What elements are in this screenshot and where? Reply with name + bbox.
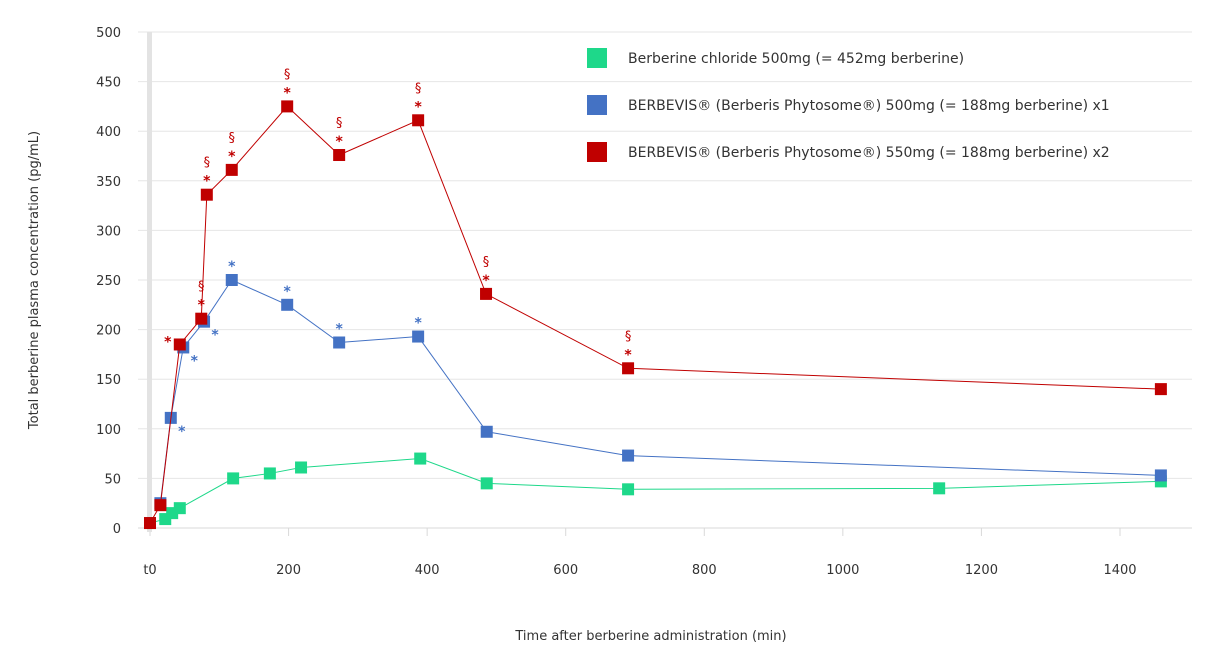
data-point — [227, 472, 240, 485]
data-point — [200, 188, 213, 201]
series-1 — [144, 452, 1167, 530]
y-tick-label: 100 — [96, 423, 121, 438]
gridlines — [138, 31, 1192, 536]
x-tick-label: 1200 — [965, 563, 998, 578]
legend-swatch — [587, 95, 607, 115]
data-point — [281, 100, 294, 113]
legend-label: Berberine chloride 500mg (= 452mg berber… — [628, 51, 964, 67]
significance-asterisk: * — [624, 347, 632, 363]
significance-asterisk: * — [178, 424, 186, 440]
data-point — [412, 330, 425, 343]
x-tick-label: 800 — [692, 563, 717, 578]
significance-section-mark: § — [415, 81, 422, 96]
y-tick-labels: 0 50 100 150 200 250 300 350 400 450 500 — [96, 26, 121, 537]
data-point — [1154, 383, 1167, 396]
significance-asterisk: * — [203, 174, 211, 190]
significance-asterisk: * — [228, 149, 236, 165]
significance-asterisk: * — [335, 321, 343, 337]
y-tick-label: 150 — [96, 373, 121, 388]
y-tick-label: 200 — [96, 324, 121, 339]
legend-swatch — [587, 142, 607, 162]
significance-section-mark: § — [483, 255, 490, 270]
data-point — [173, 338, 186, 351]
x-tick-label: 1000 — [826, 563, 859, 578]
data-point — [414, 452, 427, 465]
x-axis-label: Time after berberine administration (min… — [514, 629, 786, 644]
data-point — [333, 149, 346, 162]
series-3: * * § * § * § * § * § * § * § * § — [144, 67, 1167, 530]
data-point — [281, 298, 294, 311]
data-point — [480, 477, 493, 490]
legend-swatch — [587, 48, 607, 68]
y-tick-label: 50 — [104, 472, 121, 487]
significance-section-mark: § — [336, 116, 343, 131]
legend-label: BERBEVIS® (Berberis Phytosome®) 500mg (=… — [628, 98, 1110, 114]
data-point — [144, 517, 156, 530]
y-tick-label: 300 — [96, 224, 121, 239]
significance-asterisk: * — [414, 99, 422, 115]
y-tick-label: 450 — [96, 76, 121, 91]
data-point — [195, 312, 208, 325]
series-line — [159, 279, 1161, 504]
data-point — [480, 425, 493, 438]
data-point — [263, 467, 276, 480]
x-tick-labels: t0 200 400 600 800 1000 1200 1400 — [143, 563, 1136, 578]
data-point — [154, 499, 167, 512]
significance-asterisk: * — [284, 284, 292, 300]
series-line — [149, 105, 1161, 524]
series-group: * * * * * * * * * § * § * § * § * § * § * § * § — [144, 67, 1167, 530]
significance-section-mark: § — [229, 131, 236, 146]
data-point — [622, 362, 635, 375]
data-point — [933, 482, 946, 495]
data-point — [173, 502, 186, 515]
significance-asterisk: * — [211, 328, 219, 344]
y-tick-label: 0 — [113, 522, 121, 537]
significance-asterisk: * — [482, 273, 490, 289]
significance-asterisk: * — [414, 316, 422, 332]
y-tick-label: 350 — [96, 175, 121, 190]
significance-section-mark: § — [204, 156, 211, 171]
data-point — [412, 114, 425, 127]
x-tick-label: 600 — [553, 563, 578, 578]
significance-section-mark: § — [198, 280, 205, 295]
x-tick-label: 1400 — [1103, 563, 1136, 578]
data-point — [622, 449, 635, 462]
data-point — [225, 163, 238, 176]
x-tick-label: 400 — [415, 563, 440, 578]
significance-section-mark: § — [284, 67, 291, 82]
data-point — [480, 287, 493, 300]
x-tick-label: 200 — [276, 563, 301, 578]
significance-asterisk: * — [198, 298, 206, 314]
significance-asterisk: * — [228, 259, 236, 275]
y-axis-bar — [147, 32, 152, 532]
data-point — [295, 461, 308, 474]
x-tick-label: t0 — [143, 563, 156, 578]
significance-asterisk: * — [191, 353, 199, 369]
significance-asterisk: * — [335, 134, 343, 150]
y-tick-label: 400 — [96, 125, 121, 140]
data-point — [622, 483, 635, 496]
significance-asterisk: * — [284, 85, 292, 101]
data-point — [333, 336, 346, 349]
data-point — [1154, 469, 1167, 482]
data-point — [225, 274, 238, 286]
significance-section-mark: § — [625, 329, 632, 344]
legend-label: BERBEVIS® (Berberis Phytosome®) 550mg (=… — [628, 145, 1110, 161]
y-axis-label: Total berberine plasma concentration (pg… — [27, 131, 42, 430]
y-tick-label: 250 — [96, 274, 121, 289]
legend: Berberine chloride 500mg (= 452mg berber… — [587, 48, 1110, 162]
significance-asterisk: * — [164, 334, 172, 350]
y-tick-label: 500 — [96, 26, 121, 41]
